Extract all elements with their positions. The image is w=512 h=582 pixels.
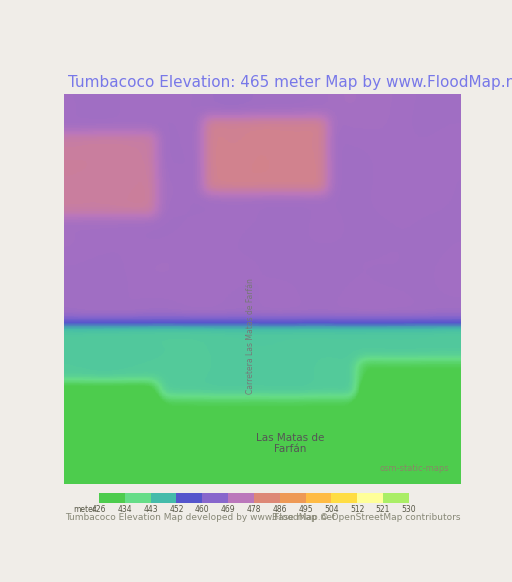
Text: Las Matas de: Las Matas de (256, 432, 325, 442)
Text: 478: 478 (247, 505, 261, 514)
Bar (357, 492, 383, 503)
Text: 504: 504 (324, 505, 338, 514)
Bar (125, 492, 151, 503)
Text: 443: 443 (143, 505, 158, 514)
Text: 460: 460 (195, 505, 209, 514)
Text: 426: 426 (92, 505, 106, 514)
Text: meter: meter (74, 505, 97, 514)
Text: 495: 495 (298, 505, 313, 514)
Text: Tumbacoco Elevation: 465 meter Map by www.FloodMap.net (beta): Tumbacoco Elevation: 465 meter Map by ww… (68, 74, 512, 90)
Text: Base map © OpenStreetMap contributors: Base map © OpenStreetMap contributors (271, 513, 460, 523)
Text: 512: 512 (350, 505, 365, 514)
Bar (202, 492, 228, 503)
Text: 452: 452 (169, 505, 184, 514)
Text: 469: 469 (221, 505, 236, 514)
Bar (280, 492, 306, 503)
Text: 486: 486 (272, 505, 287, 514)
Text: 521: 521 (376, 505, 390, 514)
Text: 530: 530 (401, 505, 416, 514)
Text: Tumbacoco Elevation Map developed by www.FloodMap.net: Tumbacoco Elevation Map developed by www… (65, 513, 335, 523)
Bar (383, 492, 409, 503)
Bar (176, 492, 202, 503)
Bar (151, 492, 176, 503)
Text: Carretera Las Matas de Farfán: Carretera Las Matas de Farfán (246, 278, 255, 394)
Bar (99, 492, 125, 503)
Text: osm-static-maps: osm-static-maps (379, 464, 449, 473)
Bar (228, 492, 254, 503)
Text: Farfán: Farfán (274, 444, 306, 455)
Bar (331, 492, 357, 503)
Bar (254, 492, 280, 503)
Bar (306, 492, 331, 503)
Text: 434: 434 (117, 505, 132, 514)
